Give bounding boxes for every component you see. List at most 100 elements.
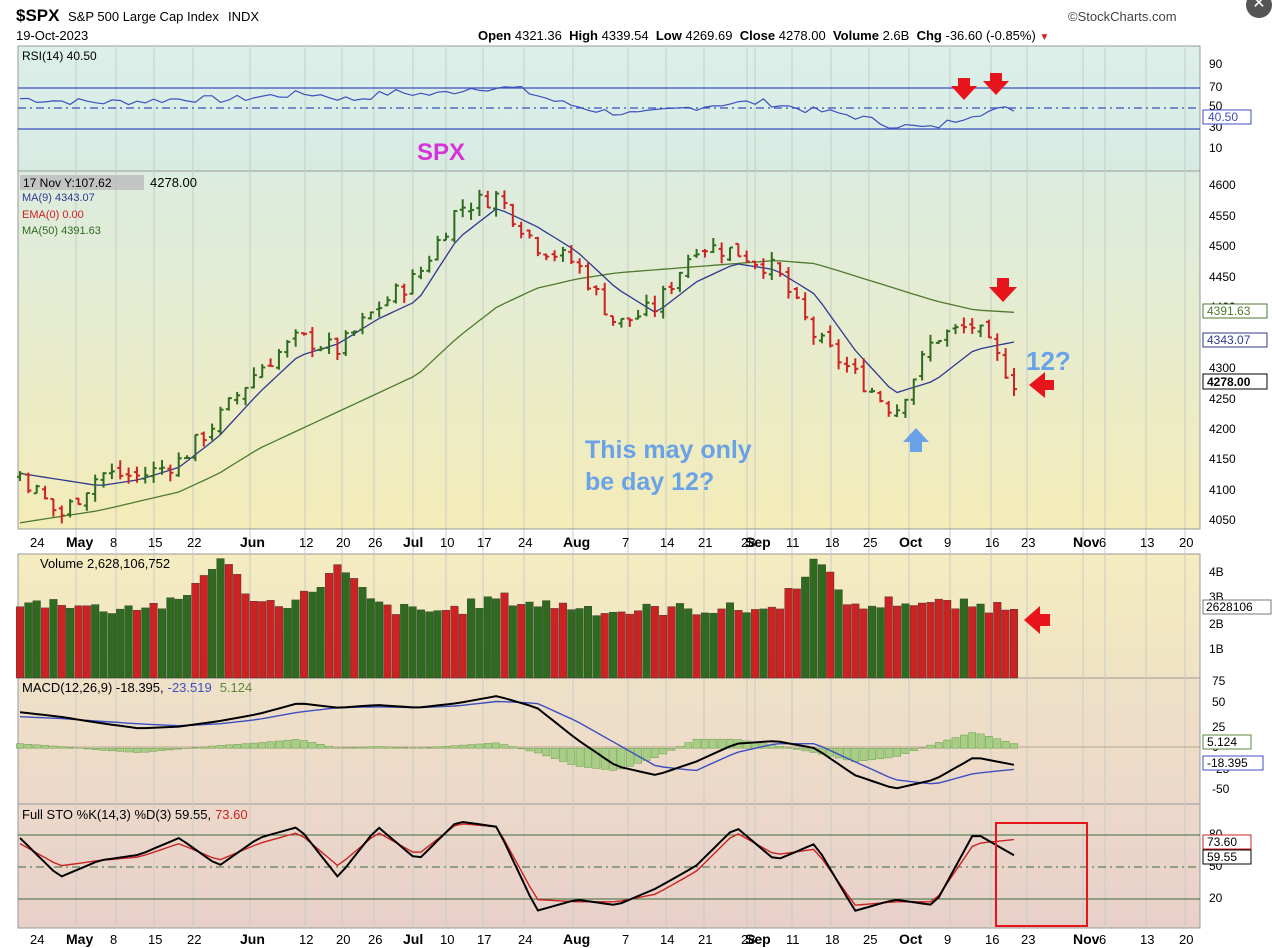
x-axis-label: 8 — [110, 535, 117, 550]
macd-line-tag: -18.395 — [1207, 756, 1248, 770]
macd-histogram-bar — [241, 743, 250, 749]
axis-tick: 2B — [1209, 617, 1224, 631]
x-axis-label: 6 — [1099, 932, 1106, 947]
axis-tick: 4B — [1209, 565, 1224, 579]
volume-bar — [659, 615, 668, 679]
sto-value-tags: 73.60 59.55 — [1202, 834, 1252, 865]
x-axis-label: 20 — [336, 535, 350, 550]
macd-legend-hist: 5.124 — [220, 680, 253, 695]
volume-bar — [759, 608, 768, 679]
volume-legend-text: Volume 2,628,106,752 — [40, 556, 170, 571]
volume-bar — [1001, 609, 1010, 679]
price-close-label: 4278.00 — [150, 175, 197, 190]
macd-histogram-bar — [275, 740, 283, 749]
volume-bar — [700, 612, 709, 679]
sto-k-line — [19, 820, 1015, 912]
highlight-box — [995, 822, 1088, 927]
volume-bar — [617, 611, 626, 679]
macd-histogram-bar — [366, 746, 375, 749]
x-axis-label: 13 — [1140, 535, 1154, 550]
macd-histogram-bar — [985, 736, 993, 749]
volume-value-tag: 2628106 — [1202, 599, 1272, 615]
volume-bar — [667, 606, 676, 679]
volume-bar — [959, 598, 968, 679]
volume-bar — [308, 591, 317, 679]
macd-histogram-bar — [199, 746, 208, 749]
ma9-line — [19, 208, 1015, 486]
volume-bar — [400, 604, 409, 679]
volume-bar — [442, 610, 451, 679]
rsi-legend-text: RSI(14) 40.50 — [22, 49, 97, 63]
volume-bar — [208, 569, 217, 679]
x-axis-label: 26 — [368, 932, 382, 947]
volume-bar — [517, 604, 526, 679]
volume-bar — [767, 606, 776, 679]
volume-bar — [1010, 609, 1019, 679]
rsi-current-tag: 40.50 — [1208, 110, 1238, 124]
macd-histogram-bar — [667, 747, 676, 751]
macd-histogram-bar — [500, 744, 509, 749]
macd-histogram-bar — [976, 733, 985, 749]
macd-histogram-bar — [659, 747, 668, 755]
volume-bar — [567, 609, 576, 679]
volume-bar — [300, 590, 309, 679]
volume-bar — [49, 599, 58, 679]
volume-bar — [542, 600, 551, 679]
sto-panel — [17, 803, 1201, 929]
volume-bar — [183, 595, 192, 679]
volume-bar — [575, 608, 584, 679]
macd-histogram-bar — [701, 738, 709, 749]
volume-bar — [717, 608, 726, 679]
volume-bar — [283, 608, 292, 679]
volume-bar — [993, 602, 1002, 679]
macd-histogram-bar — [392, 746, 400, 749]
close-icon[interactable]: ✕ — [1246, 0, 1272, 18]
volume-bar — [893, 605, 902, 679]
macd-histogram-bar — [843, 747, 851, 761]
macd-histogram-bar — [442, 746, 450, 749]
annotation-note-line2: be day 12? — [585, 468, 714, 496]
axis-tick: 75 — [1212, 674, 1226, 688]
quote-label: Volume — [832, 28, 879, 43]
quote-value: 4278.00 — [778, 28, 826, 43]
macd-histogram-bar — [609, 747, 617, 771]
sto-series — [19, 820, 1015, 912]
x-axis-label: 17 — [477, 535, 491, 550]
macd-histogram-bar — [742, 740, 751, 749]
macd-histogram-bar — [24, 744, 33, 749]
x-axis-label: Sep — [745, 534, 771, 550]
volume-bar — [901, 603, 910, 679]
quote-value: 4321.36 — [514, 28, 562, 43]
quote-value: -36.60 (-0.85%) — [945, 28, 1036, 43]
macd-histogram-bar — [300, 740, 308, 749]
axis-tick: 4150 — [1209, 452, 1236, 466]
volume-bar — [233, 574, 242, 679]
quote-summary: Open 4321.36 High 4339.54 Low 4269.69 Cl… — [478, 28, 1049, 43]
axis-tick: 10 — [1209, 141, 1223, 155]
x-axis-label: 14 — [660, 932, 674, 947]
x-axis-label: 16 — [985, 535, 999, 550]
macd-histogram-bar — [375, 746, 384, 749]
rsi-legend: RSI(14) 40.50 — [22, 49, 97, 63]
x-axis-label: 11 — [786, 932, 800, 947]
x-axis-label: 28 — [741, 535, 755, 550]
x-axis-label: Jun — [240, 534, 265, 550]
macd-histogram-bar — [876, 747, 885, 760]
axis-tick: 4550 — [1209, 209, 1236, 223]
x-axis-bottom: 24 May 8 15 22 Jun 12 20 26 Jul 10 17 24 Aug 7 14 21 28Se… — [30, 931, 1193, 947]
x-axis-label: 23 — [1021, 535, 1035, 550]
vertical-gridlines — [18, 46, 1200, 928]
volume-bar — [809, 558, 818, 679]
x-axis-label: Sep — [745, 931, 771, 947]
macd-histogram-bar — [993, 738, 1002, 749]
volume-bar — [74, 605, 83, 679]
macd-histogram-bar — [99, 747, 108, 751]
volume-bar — [366, 598, 375, 679]
axis-tick: 4100 — [1209, 483, 1236, 497]
sto-reference-lines — [18, 834, 1200, 900]
macd-histogram-bar — [559, 747, 567, 762]
axis-tick: 4250 — [1209, 392, 1236, 406]
macd-histogram-bar — [291, 739, 300, 749]
macd-histogram-bar — [458, 744, 467, 749]
volume-bar — [450, 605, 459, 679]
